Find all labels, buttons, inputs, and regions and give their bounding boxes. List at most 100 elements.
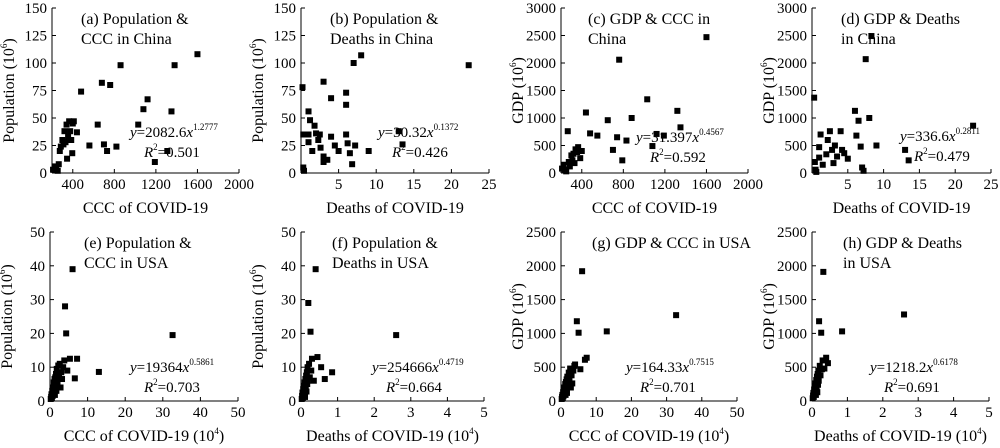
x-tick-label: 400 (62, 177, 85, 193)
data-point (135, 121, 142, 128)
x-axis-label-text: Deaths of COVID-19 (326, 200, 464, 217)
x-tick-label: 25 (984, 177, 999, 193)
panel-title-line: (c) GDP & CCC in (588, 11, 710, 28)
x-axis-label-tail: ) (724, 428, 729, 445)
y-tick-label: 3000 (777, 1, 807, 17)
y-axis-label: Population (106) (248, 38, 267, 143)
y-axis-label-tail: ) (250, 38, 267, 43)
data-point (574, 149, 581, 156)
equation-exponent: 0.7515 (689, 357, 714, 367)
data-point (58, 369, 65, 376)
y-axis-label-text: Population (10 (1, 48, 18, 143)
x-tick-label: 1 (844, 405, 852, 421)
x-tick-label: 40 (193, 405, 208, 421)
data-point (311, 122, 318, 129)
x-axis-label-tail: ) (474, 428, 479, 445)
x-tick-label: 2 (370, 405, 378, 421)
data-point (619, 157, 626, 164)
y-tick-label: 10 (281, 360, 296, 376)
y-tick-label: 125 (274, 29, 297, 45)
r2-value: =0.479 (928, 149, 970, 165)
x-axis-label-exponent: 4 (719, 426, 724, 436)
data-point (100, 141, 107, 148)
data-point (53, 164, 60, 171)
data-point (329, 369, 336, 376)
data-point (51, 391, 58, 398)
y-axis-label-exponent: 6 (508, 288, 518, 293)
x-axis-label-exponent: 4 (977, 426, 982, 436)
data-point (826, 128, 833, 135)
data-point (71, 375, 78, 382)
r2-exponent: 2 (659, 147, 664, 157)
data-point (302, 384, 309, 391)
data-point (674, 107, 681, 114)
data-point (63, 330, 70, 337)
x-axis-label-text: Deaths of COVID-19 (10 (814, 428, 977, 445)
data-point (568, 372, 575, 379)
data-point (570, 367, 577, 374)
panel-d: 0 500 1000 1500 2000 2500 3000 5 10 15 20 25 (d) GDP… (759, 1, 999, 217)
r2-exponent: 2 (649, 377, 654, 387)
y-axis-label: Population (106) (0, 38, 18, 143)
y-axis-label-exponent: 6 (759, 288, 769, 293)
data-point (318, 364, 325, 371)
data-point (171, 62, 178, 69)
data-point (817, 372, 824, 379)
panel-title-line: Deaths in USA (332, 255, 429, 272)
y-tick-label: 2500 (526, 29, 556, 45)
data-point (815, 367, 822, 374)
regression-equation: y=30.32x0.1372 (376, 122, 458, 141)
data-point (151, 159, 158, 165)
data-point (575, 329, 582, 336)
data-point (563, 389, 570, 396)
r2-value: =0.691 (898, 380, 940, 396)
y-tick-label: 1000 (526, 111, 556, 127)
equation-variable: x (681, 360, 689, 376)
data-point (308, 355, 315, 362)
r2-exponent: 2 (923, 146, 928, 156)
y-tick-label: 0 (800, 394, 808, 410)
data-point (572, 361, 579, 368)
data-point (358, 52, 365, 59)
data-point (74, 355, 81, 362)
y-tick-label: 1500 (777, 293, 807, 309)
y-axis-label: Population (106) (248, 264, 267, 369)
y-axis-label-exponent: 6 (0, 269, 7, 274)
data-point (57, 384, 64, 391)
r-squared: R2=0.592 (649, 147, 706, 166)
data-point (609, 146, 616, 153)
data-point (65, 133, 72, 140)
r2-value: =0.501 (158, 145, 200, 161)
y-tick-label: 0 (549, 394, 557, 410)
data-point (313, 130, 320, 137)
data-point (829, 146, 836, 153)
regression-equation: y=254666x0.4719 (370, 357, 464, 376)
data-point (566, 163, 573, 170)
equation-lhs: y (898, 129, 907, 145)
r2-exponent: 2 (153, 377, 158, 387)
data-point (64, 155, 71, 162)
x-tick-label: 0 (808, 405, 816, 421)
regression-equation: y=1218.2x0.6178 (868, 357, 958, 376)
data-point (823, 354, 830, 361)
data-point (628, 115, 635, 121)
equation-coefficient: =2082.6 (137, 125, 187, 141)
data-point (814, 389, 821, 396)
data-point (113, 143, 120, 150)
data-point (308, 367, 315, 374)
x-tick-label: 800 (612, 177, 635, 193)
regression-equation: y=19364x0.5861 (128, 357, 214, 376)
equation-lhs: y (128, 360, 137, 376)
y-tick-label: 2500 (777, 225, 807, 241)
y-axis-label-exponent: 6 (248, 269, 258, 274)
data-point (69, 150, 76, 157)
data-point (855, 117, 862, 124)
data-point (52, 374, 59, 381)
equation-lhs: y (376, 125, 385, 141)
data-point (831, 142, 838, 149)
y-tick-label: 50 (32, 111, 47, 127)
r2-value: =0.664 (400, 380, 443, 396)
x-tick-label: 40 (694, 405, 709, 421)
